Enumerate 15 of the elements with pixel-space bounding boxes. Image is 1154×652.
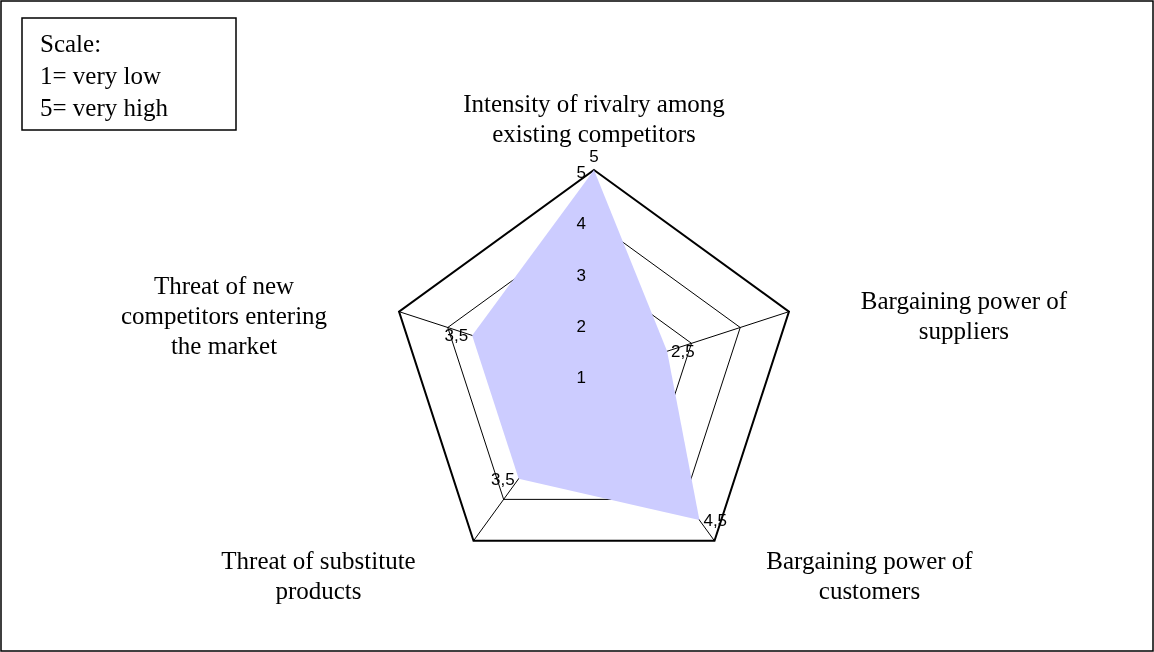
text: 5= very high <box>40 94 169 121</box>
spoke-label: Threat of substitute products <box>221 546 416 604</box>
y-tick-label: 3 <box>576 265 586 285</box>
y-tick-label: 4 <box>576 214 586 234</box>
data-label: 3,5 <box>444 326 469 346</box>
spoke-label: Bargaining power of customers <box>766 546 974 604</box>
y-tick-label: 2 <box>576 316 586 336</box>
spoke-label: Bargaining power of suppliers <box>860 286 1068 344</box>
y-tick-label: 1 <box>576 368 586 387</box>
data-label: 5 <box>589 147 599 166</box>
spoke-label: Intensity of rivalry among existing competitors <box>463 90 726 147</box>
spoke-label: Threat of new competitors entering the market <box>120 271 328 359</box>
text: 1= very low <box>40 62 162 89</box>
y-tick-label: 5 <box>576 163 586 182</box>
text: Scale: <box>40 30 102 57</box>
